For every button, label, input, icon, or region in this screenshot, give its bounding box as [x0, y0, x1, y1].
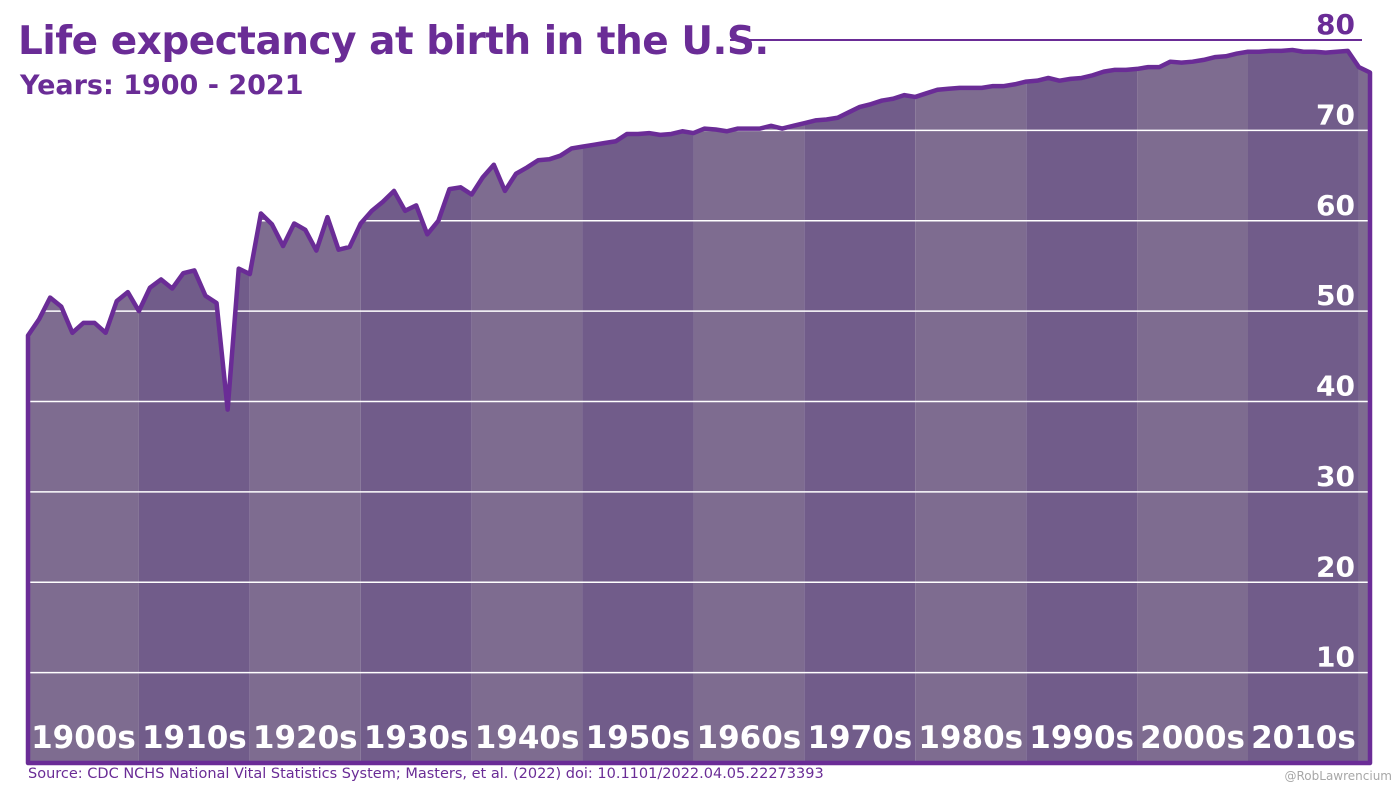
- decade-band: [249, 49, 361, 763]
- chart-subtitle: Years: 1900 - 2021: [20, 70, 304, 101]
- y-tick-label: 70: [1316, 98, 1355, 131]
- y-tick-label: 20: [1316, 550, 1355, 583]
- y-tick-label: 50: [1316, 279, 1355, 312]
- source-note: Source: CDC NCHS National Vital Statisti…: [28, 766, 824, 782]
- y-tick-label: 10: [1316, 641, 1355, 674]
- decade-band: [1358, 49, 1370, 763]
- decade-label: 1940s: [475, 720, 580, 756]
- decade-label: 1900s: [31, 720, 136, 756]
- decade-label: 1920s: [253, 720, 358, 756]
- decade-band: [693, 49, 805, 763]
- life-expectancy-line: [25, 47, 1373, 766]
- y-tick-label: 60: [1316, 189, 1355, 222]
- author-credit: @RobLawrencium: [1284, 769, 1393, 783]
- decade-band: [1248, 49, 1359, 763]
- decade-label: 1960s: [697, 720, 802, 756]
- decade-band: [1137, 49, 1248, 763]
- decade-band: [471, 49, 583, 763]
- decade-label: 1970s: [807, 720, 912, 756]
- y-tick-label: 30: [1316, 460, 1355, 493]
- decade-label: 1930s: [364, 720, 469, 756]
- decade-band: [360, 49, 472, 763]
- decade-band: [804, 49, 916, 763]
- decade-band: [138, 49, 250, 763]
- y-tick-label: 80: [1316, 8, 1355, 41]
- decade-band: [28, 49, 139, 763]
- decade-label: 1950s: [586, 720, 691, 756]
- chart-title: Life expectancy at birth in the U.S.: [18, 19, 769, 64]
- decade-label: 2010s: [1251, 720, 1356, 756]
- decade-band: [582, 49, 694, 763]
- decade-label: 1980s: [918, 720, 1023, 756]
- y-tick-label: 40: [1316, 370, 1355, 403]
- decade-band: [915, 49, 1027, 763]
- decade-band: [1026, 49, 1138, 763]
- decade-label: 1910s: [142, 720, 247, 756]
- decade-label: 2000s: [1140, 720, 1245, 756]
- decade-label: 1990s: [1029, 720, 1134, 756]
